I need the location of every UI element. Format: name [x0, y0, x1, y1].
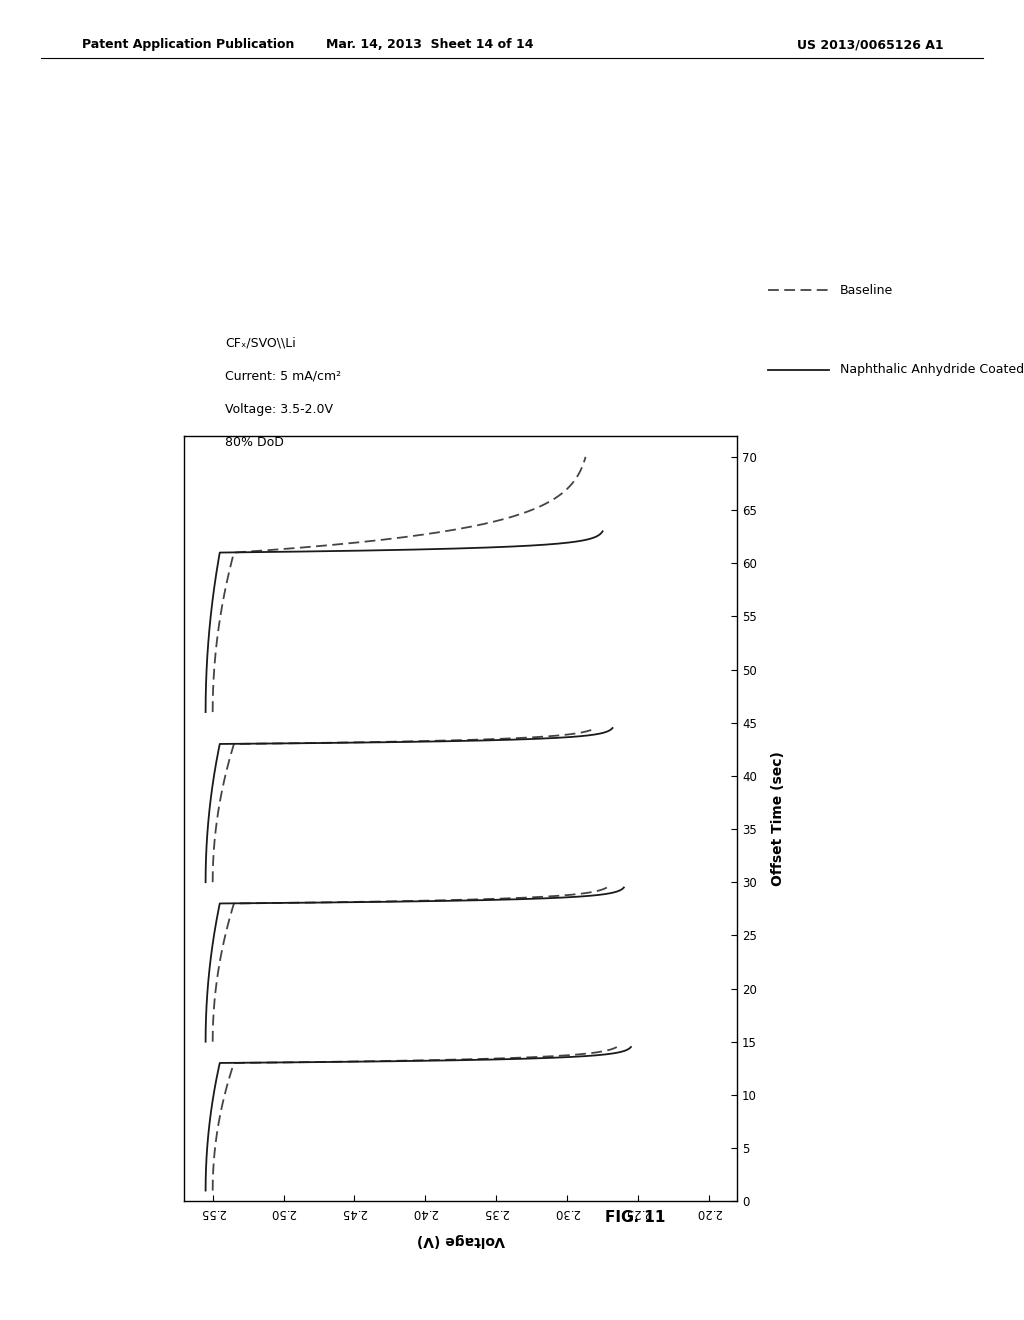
Text: Patent Application Publication: Patent Application Publication	[82, 38, 294, 51]
Y-axis label: Offset Time (sec): Offset Time (sec)	[771, 751, 785, 886]
Text: Baseline: Baseline	[840, 284, 893, 297]
Text: Voltage: 3.5-2.0V: Voltage: 3.5-2.0V	[225, 403, 333, 416]
Text: Naphthalic Anhydride Coated: Naphthalic Anhydride Coated	[840, 363, 1024, 376]
Text: 80% DoD: 80% DoD	[225, 436, 284, 449]
Text: CFₓ/SVO\\Li: CFₓ/SVO\\Li	[225, 337, 296, 350]
X-axis label: Voltage (V): Voltage (V)	[417, 1233, 505, 1247]
Text: Current: 5 mA/cm²: Current: 5 mA/cm²	[225, 370, 341, 383]
Text: FIG. 11: FIG. 11	[605, 1209, 665, 1225]
Text: US 2013/0065126 A1: US 2013/0065126 A1	[797, 38, 944, 51]
Text: Mar. 14, 2013  Sheet 14 of 14: Mar. 14, 2013 Sheet 14 of 14	[327, 38, 534, 51]
